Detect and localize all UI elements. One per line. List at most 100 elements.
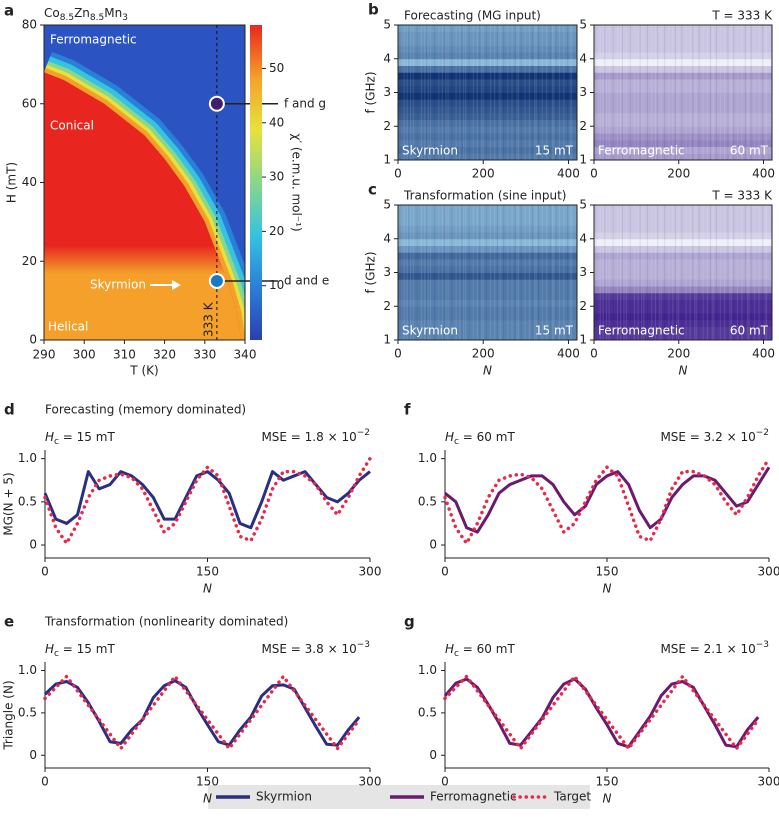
x-tick-label: 150 [596, 775, 619, 789]
y-tick-label: 20 [22, 254, 37, 268]
series-line [43, 674, 361, 751]
x-tick-label: 200 [667, 167, 690, 181]
spectrum-band [398, 272, 577, 280]
spectrum-band [398, 112, 577, 120]
y-tick-label: 5 [383, 18, 391, 32]
y-tick-label: 4 [579, 231, 587, 245]
y-tick-label: 3 [579, 85, 587, 99]
y-tick-label: 0.5 [18, 494, 37, 508]
spectrum-band [398, 245, 577, 253]
x-axis-label: N [483, 364, 492, 378]
mse-label: MSE = 1.8 × 10−2 [261, 428, 370, 444]
field-part: H [445, 642, 454, 656]
title-part: Co [44, 6, 60, 20]
arrow-head [172, 280, 181, 290]
chart-title: Forecasting (MG input) [404, 9, 541, 23]
marker [208, 95, 225, 112]
spectrum-band [398, 238, 577, 246]
panel-letter: c [368, 181, 377, 199]
x-tick-label: 300 [758, 565, 779, 579]
spectrum-band [398, 119, 577, 127]
x-axis-label: N [603, 792, 612, 806]
y-tick-label: 0 [29, 333, 37, 347]
spectrum-band [398, 326, 577, 334]
spectrum-band [398, 205, 577, 213]
spectrum-band [594, 218, 772, 226]
colorbar-tick-label: 30 [269, 170, 284, 184]
spectrum-band [398, 211, 577, 219]
x-tick-label: 0 [41, 565, 49, 579]
region-label: Ferromagnetic [50, 33, 137, 47]
y-axis-label: H (mT) [5, 162, 19, 203]
y-tick-label: 40 [22, 175, 37, 189]
spectrum-band [398, 153, 577, 161]
x-tick-label: 0 [394, 347, 402, 361]
x-tick-label: 0 [41, 775, 49, 789]
series-line [43, 470, 371, 530]
spectrum-band [398, 252, 577, 260]
y-axis-label: MG(N + 5) [2, 472, 16, 535]
spectrum-band [594, 313, 772, 321]
field-part: = 60 mT [459, 642, 515, 656]
spectrum-band [594, 265, 772, 273]
spectrum-band [398, 306, 577, 314]
spectrum-band [398, 146, 577, 154]
x-tick-label: 400 [557, 167, 580, 181]
x-tick-label: 150 [196, 775, 219, 789]
field-part: H [445, 430, 454, 444]
y-tick-label: 2 [579, 299, 587, 313]
y-tick-label: 4 [383, 51, 391, 65]
spectrum-band [398, 286, 577, 294]
spectrum-band [398, 92, 577, 100]
spectrum-band [398, 133, 577, 141]
spectrum-band [594, 99, 772, 107]
spectrum-band [594, 225, 772, 233]
mse-part: −2 [756, 428, 769, 438]
spectrum-band [594, 119, 772, 127]
mse-part: MSE = 1.8 × 10 [261, 430, 356, 444]
mse-part: −3 [756, 640, 769, 650]
series-line [443, 674, 760, 751]
panel-letter: b [368, 1, 379, 19]
annotation: T = 333 K [711, 9, 773, 23]
field-part: = 60 mT [459, 430, 515, 444]
x-axis-label: N [203, 792, 212, 806]
spectrum-band [594, 126, 772, 134]
legend-label: Target [553, 790, 591, 804]
x-tick-label: 0 [590, 347, 598, 361]
field-label: 60 mT [730, 144, 769, 158]
spectrum-band [594, 153, 772, 161]
spectrum-band [594, 106, 772, 114]
spectrum-band [594, 72, 772, 80]
spectrum-band [594, 38, 772, 46]
y-tick-label: 1.0 [18, 451, 37, 465]
x-tick-label: 300 [359, 775, 382, 789]
y-tick-label: 0 [429, 748, 437, 762]
y-tick-label: 1.0 [18, 663, 37, 677]
spectrum-band [398, 139, 577, 147]
spectrum-band [398, 79, 577, 87]
title-part: Mn [104, 6, 122, 20]
y-tick-label: 4 [383, 231, 391, 245]
x-tick-label: 400 [752, 167, 775, 181]
y-tick-label: 0.5 [18, 705, 37, 719]
y-tick-label: 1 [383, 153, 391, 167]
title-part: 3 [122, 13, 128, 23]
spectrum-band [594, 52, 772, 60]
y-tick-label: 2 [579, 119, 587, 133]
spectrum-band [398, 333, 577, 341]
field-part: c [54, 649, 59, 659]
colorbar-label: χ′ (e.m.u. mol⁻¹) [290, 133, 304, 231]
mse-part: −3 [357, 640, 370, 650]
spectrum-band [594, 211, 772, 219]
chart-title: Transformation (sine input) [403, 189, 566, 203]
field-part: = 15 mT [59, 430, 115, 444]
field-label: Hc = 15 mT [45, 642, 115, 659]
x-tick-label: 0 [441, 775, 449, 789]
spectrum-band [594, 45, 772, 53]
marker-label: d and e [284, 273, 329, 287]
spectrum-band [594, 25, 772, 33]
chart-title: Co8.5Zn8.5Mn3 [44, 6, 128, 23]
spectrum-band [398, 58, 577, 66]
spectrum-band [398, 45, 577, 53]
